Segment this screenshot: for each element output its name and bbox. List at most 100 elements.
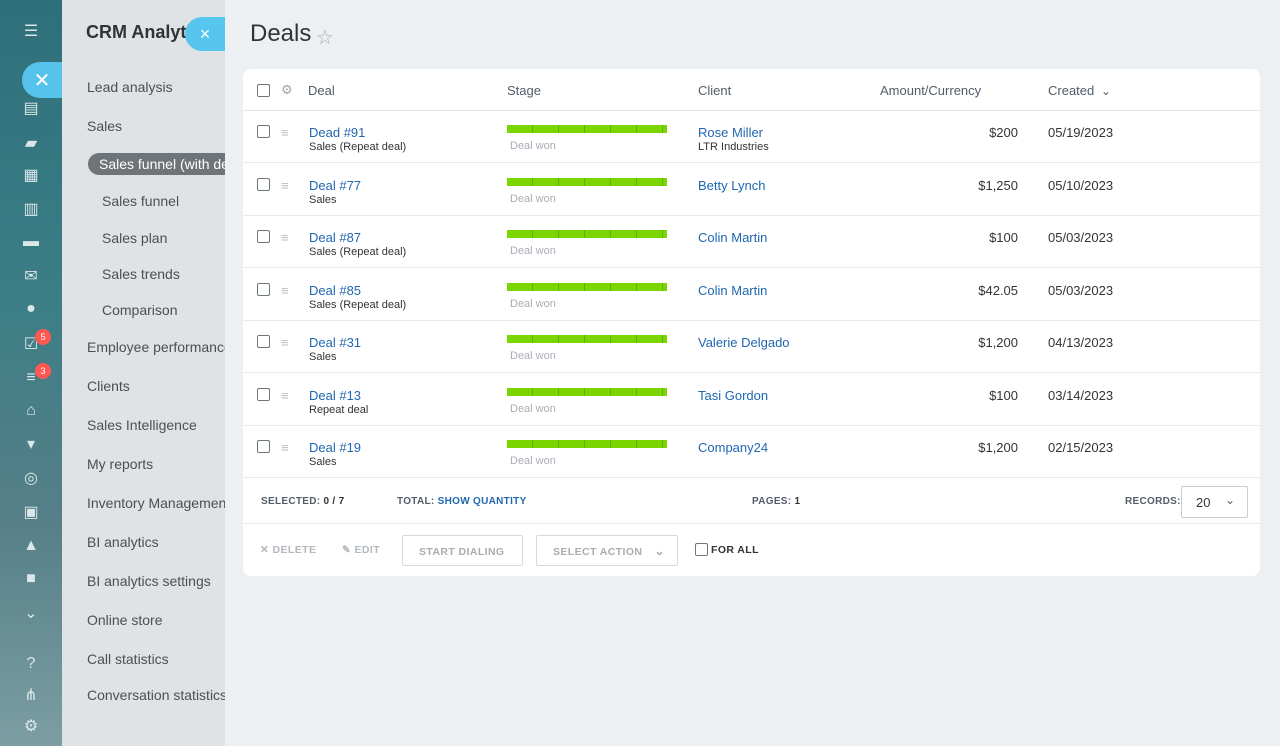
drag-handle-icon[interactable]: ≡ (281, 178, 289, 193)
menu-item-sales-intelligence[interactable]: Sales Intelligence (87, 417, 197, 433)
menu-item-sales-plan[interactable]: Sales plan (102, 230, 168, 246)
sort-chevron-icon: ⌄ (1100, 84, 1111, 98)
menu-icon[interactable]: ☰ (23, 23, 39, 40)
for-all-checkbox[interactable] (695, 543, 708, 556)
deal-link[interactable]: Deal #31 (309, 335, 362, 350)
menu-item-inventory-management[interactable]: Inventory Management (87, 495, 225, 511)
menu-item-clients[interactable]: Clients (87, 378, 130, 394)
contact-card-icon[interactable]: ▣ (23, 504, 39, 521)
gear-icon[interactable]: ⚙ (281, 82, 293, 97)
row-checkbox[interactable] (257, 440, 270, 453)
row-checkbox[interactable] (257, 230, 270, 243)
client-link[interactable]: Colin Martin (698, 283, 768, 298)
drag-handle-icon[interactable]: ≡ (281, 388, 289, 403)
amount-value: $1,200 (978, 440, 1018, 455)
tasks-icon[interactable]: ☑ (23, 336, 39, 353)
deal-link[interactable]: Deal #77 (309, 178, 362, 193)
close-slider-button[interactable]: × (185, 17, 225, 51)
menu-item-conversation-statistics[interactable]: Conversation statistics (87, 687, 225, 703)
more-icon[interactable]: ⌄ (24, 605, 38, 622)
menu-item-bi-analytics-settings[interactable]: BI analytics settings (87, 573, 211, 589)
star-icon[interactable]: ☆ (316, 27, 334, 49)
close-menu-icon[interactable]: ✕ (22, 62, 62, 98)
menu-item-sales[interactable]: Sales (87, 118, 123, 134)
table-row[interactable]: ≡ Deal #19 Sales Deal won Company24 $1,2… (243, 426, 1260, 478)
deal-link[interactable]: Deal #85 (309, 283, 362, 298)
box-icon[interactable]: ■ (26, 570, 36, 587)
column-header-deal[interactable]: Deal (308, 83, 335, 98)
client-link[interactable]: Rose Miller (698, 125, 764, 140)
deal-link[interactable]: Deal #87 (309, 230, 362, 245)
select-action-dropdown[interactable]: SELECT ACTION ⌄ (536, 535, 678, 566)
stage-progress-bar[interactable] (507, 283, 667, 291)
drag-handle-icon[interactable]: ≡ (281, 125, 289, 140)
menu-item-bi-analytics[interactable]: BI analytics (87, 534, 159, 550)
calendar-icon[interactable]: ▦ (23, 167, 39, 184)
client-link[interactable]: Colin Martin (698, 230, 768, 245)
client-link[interactable]: Betty Lynch (698, 178, 766, 193)
menu-item-lead-analysis[interactable]: Lead analysis (87, 79, 173, 95)
column-header-amount[interactable]: Amount/Currency (880, 83, 982, 98)
client-link[interactable]: Valerie Delgado (698, 335, 790, 350)
stage-progress-bar[interactable] (507, 440, 667, 448)
row-checkbox[interactable] (257, 125, 270, 138)
contacts-icon[interactable]: ● (26, 300, 36, 317)
deal-link[interactable]: Dead #91 (309, 125, 366, 140)
row-checkbox[interactable] (257, 388, 270, 401)
menu-item-comparison[interactable]: Comparison (102, 302, 178, 318)
column-header-created-label: Created (1048, 83, 1095, 98)
menu-item-sales-trends[interactable]: Sales trends (102, 266, 180, 282)
select-all-checkbox[interactable] (257, 84, 270, 97)
building-icon[interactable]: ⌂ (26, 402, 36, 419)
table-row[interactable]: ≡ Deal #13 Repeat deal Deal won Tasi Gor… (243, 374, 1260, 426)
deal-link[interactable]: Deal #13 (309, 388, 362, 403)
table-row[interactable]: ≡ Deal #77 Sales Deal won Betty Lynch $1… (243, 164, 1260, 216)
stage-progress-bar[interactable] (507, 230, 667, 238)
column-header-client[interactable]: Client (698, 83, 732, 98)
column-header-created[interactable]: Created ⌄ (1048, 83, 1111, 98)
feed-icon[interactable]: ▤ (23, 100, 39, 117)
table-row[interactable]: ≡ Deal #85 Sales (Repeat deal) Deal won … (243, 269, 1260, 321)
client-link[interactable]: Tasi Gordon (698, 388, 769, 403)
stage-progress-bar[interactable] (507, 125, 667, 133)
chat-icon[interactable]: ▰ (24, 135, 38, 152)
stage-progress-bar[interactable] (507, 335, 667, 343)
records-per-page-select[interactable]: 20 ⌄ (1181, 486, 1248, 518)
settings-icon[interactable]: ⚙ (23, 718, 39, 735)
drag-handle-icon[interactable]: ≡ (281, 335, 289, 350)
robot-icon[interactable]: ▲ (23, 537, 39, 554)
menu-item-employee-performance[interactable]: Employee performance (87, 339, 225, 355)
edit-button[interactable]: ✎ EDIT (342, 544, 380, 556)
delete-button[interactable]: ✕ DELETE (260, 544, 316, 556)
column-header-stage[interactable]: Stage (507, 83, 541, 98)
network-icon[interactable]: ⋔ (24, 687, 38, 704)
drag-handle-icon[interactable]: ≡ (281, 230, 289, 245)
table-row[interactable]: ≡ Dead #91 Sales (Repeat deal) Deal won … (243, 111, 1260, 163)
deal-link[interactable]: Deal #19 (309, 440, 362, 455)
target-icon[interactable]: ◎ (24, 470, 38, 487)
client-link[interactable]: Company24 (698, 440, 769, 455)
cart-icon[interactable]: ▾ (26, 436, 36, 453)
show-quantity-link[interactable]: SHOW QUANTITY (437, 496, 527, 507)
document-icon[interactable]: ▥ (23, 201, 39, 218)
menu-item-my-reports[interactable]: My reports (87, 456, 154, 472)
row-checkbox[interactable] (257, 283, 270, 296)
table-row[interactable]: ≡ Deal #87 Sales (Repeat deal) Deal won … (243, 216, 1260, 268)
start-dialing-button[interactable]: START DIALING (402, 535, 523, 566)
drive-icon[interactable]: ▬ (23, 233, 39, 250)
drag-handle-icon[interactable]: ≡ (281, 283, 289, 298)
stage-progress-bar[interactable] (507, 388, 667, 396)
row-checkbox[interactable] (257, 335, 270, 348)
crm-funnel-icon[interactable]: ≡ (26, 369, 36, 386)
mail-icon[interactable]: ✉ (24, 268, 38, 285)
menu-item-call-statistics[interactable]: Call statistics (87, 651, 169, 667)
menu-item-online-store[interactable]: Online store (87, 612, 163, 628)
help-icon[interactable]: ? (26, 655, 36, 672)
drag-handle-icon[interactable]: ≡ (281, 440, 289, 455)
menu-item-sales-funnel[interactable]: Sales funnel (102, 193, 180, 209)
row-checkbox[interactable] (257, 178, 270, 191)
table-row[interactable]: ≡ Deal #31 Sales Deal won Valerie Delgad… (243, 321, 1260, 373)
stage-progress-bar[interactable] (507, 178, 667, 186)
pencil-icon: ✎ (342, 544, 352, 556)
menu-item-sales-funnel-with-deals[interactable]: Sales funnel (with deals) (88, 153, 225, 175)
